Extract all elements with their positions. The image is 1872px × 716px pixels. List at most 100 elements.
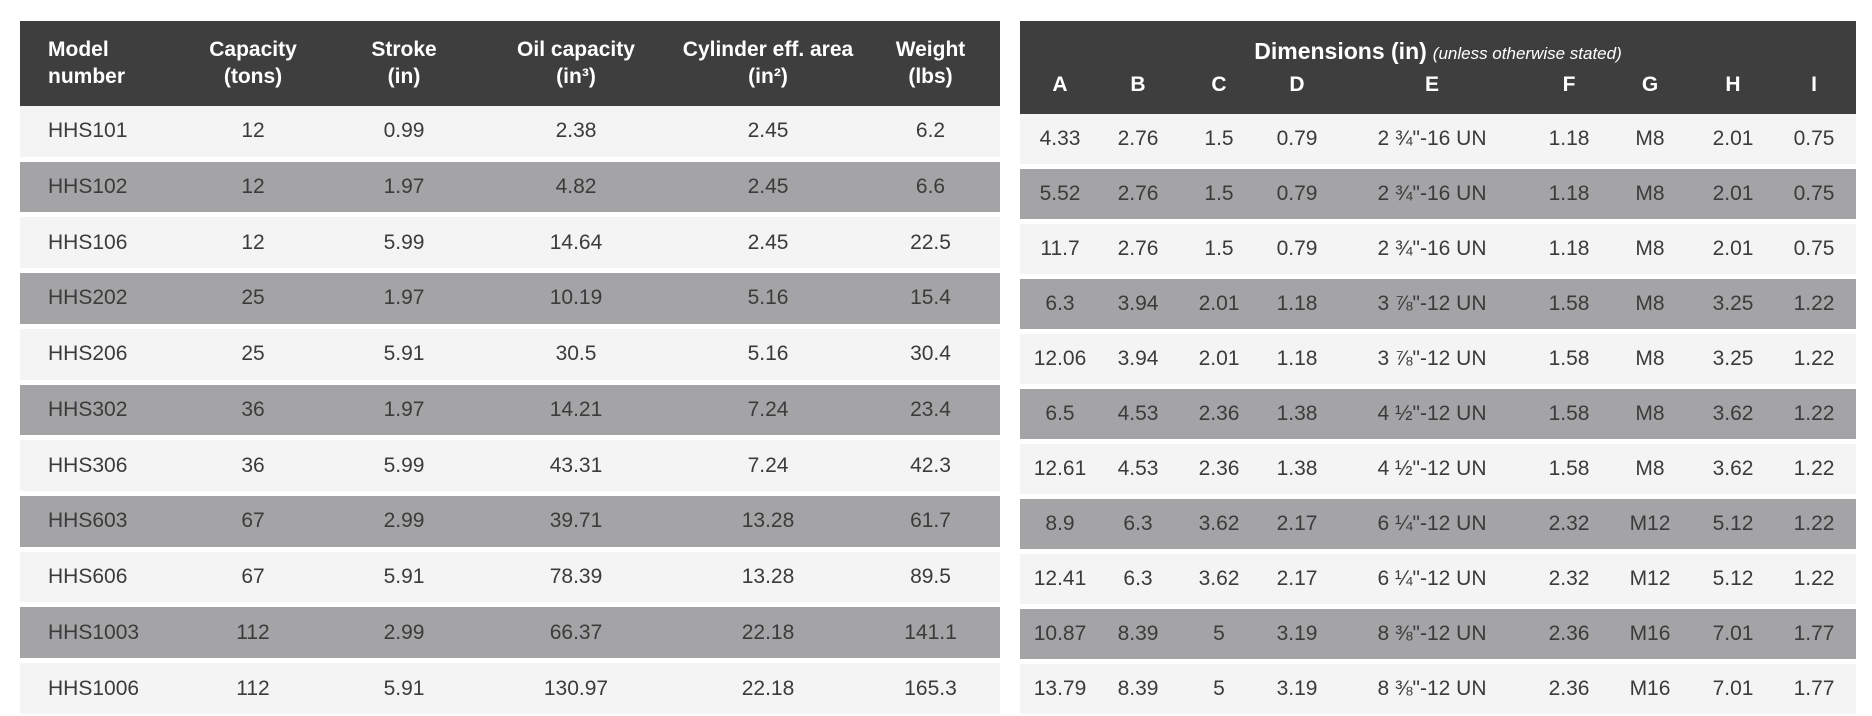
value-cell: 6 ¼"-12 UN — [1332, 496, 1532, 554]
column-header-oil-capacity: Oil capacity (in³) — [477, 21, 675, 106]
value-cell: 1.38 — [1262, 441, 1332, 499]
value-cell: M8 — [1606, 114, 1694, 169]
dimension-column-header-a: A — [1020, 67, 1100, 114]
value-cell: 6.2 — [861, 106, 1000, 162]
column-header-line2: (in²) — [748, 64, 788, 88]
value-cell: 4.53 — [1100, 386, 1176, 444]
value-cell: 165.3 — [861, 660, 1000, 716]
value-cell: 25 — [175, 270, 331, 329]
value-cell: 12.06 — [1020, 331, 1100, 389]
value-cell: 23.4 — [861, 382, 1000, 441]
value-cell: 5 — [1176, 661, 1262, 716]
column-header-line1: Cylinder eff. area — [682, 37, 854, 61]
value-cell: 8 ⅜"-12 UN — [1332, 606, 1532, 664]
value-cell: 112 — [175, 660, 331, 716]
value-cell: 3.62 — [1694, 441, 1772, 499]
value-cell: 22.18 — [675, 604, 861, 664]
value-cell: 4 ½"-12 UN — [1332, 386, 1532, 444]
column-header-line2: number — [48, 64, 126, 88]
value-cell: 5.91 — [331, 549, 477, 608]
value-cell: 7.01 — [1694, 606, 1772, 664]
value-cell: 25 — [175, 326, 331, 385]
value-cell: 2 ¾"-16 UN — [1332, 221, 1532, 279]
dimensions-title-cell: Dimensions (in) (unless otherwise stated) — [1020, 21, 1857, 67]
value-cell: 13.79 — [1020, 661, 1100, 716]
table-row: HHS306 36 5.99 43.31 7.24 42.3 — [20, 437, 1000, 496]
value-cell: 2.99 — [331, 493, 477, 552]
model-number-cell: HHS101 — [20, 106, 175, 162]
value-cell: 2 ¾"-16 UN — [1332, 166, 1532, 224]
value-cell: 12 — [175, 214, 331, 274]
dimension-column-header-h: H — [1694, 67, 1772, 114]
value-cell: 2.76 — [1100, 221, 1176, 279]
value-cell: 3.25 — [1694, 331, 1772, 389]
value-cell: 13.28 — [675, 549, 861, 608]
column-header-capacity: Capacity (tons) — [175, 21, 331, 106]
value-cell: 0.75 — [1772, 166, 1857, 224]
value-cell: 4.53 — [1100, 441, 1176, 499]
value-cell: 2.01 — [1694, 221, 1772, 279]
value-cell: M8 — [1606, 441, 1694, 499]
model-number-cell: HHS603 — [20, 493, 175, 552]
value-cell: 5 — [1176, 606, 1262, 664]
value-cell: 1.97 — [331, 382, 477, 441]
dimensions-header: Dimensions (in) (unless otherwise stated)… — [1020, 21, 1857, 114]
value-cell: 30.5 — [477, 326, 675, 385]
value-cell: 5.91 — [331, 326, 477, 385]
value-cell: 3 ⅞"-12 UN — [1332, 331, 1532, 389]
model-number-cell: HHS106 — [20, 214, 175, 274]
dimensions-subtitle: (unless otherwise stated) — [1432, 44, 1622, 63]
value-cell: 22.5 — [861, 214, 1000, 274]
value-cell: 141.1 — [861, 604, 1000, 664]
table-row: 6.5 4.53 2.36 1.38 4 ½"-12 UN 1.58 M8 3.62 1.22 — [1020, 386, 1857, 444]
model-number-cell: HHS1003 — [20, 604, 175, 664]
table-row: 5.52 2.76 1.5 0.79 2 ¾"-16 UN 1.18 M8 2.01 0.75 — [1020, 166, 1857, 224]
value-cell: 5.12 — [1694, 496, 1772, 554]
value-cell: 2.36 — [1532, 606, 1606, 664]
value-cell: 1.18 — [1532, 221, 1606, 279]
column-header-weight: Weight (lbs) — [861, 21, 1000, 106]
value-cell: 0.79 — [1262, 221, 1332, 279]
value-cell: 2.36 — [1532, 661, 1606, 716]
value-cell: 2.36 — [1176, 441, 1262, 499]
value-cell: 5.12 — [1694, 551, 1772, 609]
table-row: HHS102 12 1.97 4.82 2.45 6.6 — [20, 159, 1000, 218]
dimensions-title-row: Dimensions (in) (unless otherwise stated) — [1020, 21, 1857, 67]
value-cell: 2.45 — [675, 214, 861, 274]
value-cell: 6.6 — [861, 159, 1000, 218]
value-cell: 1.77 — [1772, 606, 1857, 664]
table-row: 11.7 2.76 1.5 0.79 2 ¾"-16 UN 1.18 M8 2.01 0.75 — [1020, 221, 1857, 279]
value-cell: 1.22 — [1772, 331, 1857, 389]
value-cell: 1.97 — [331, 159, 477, 218]
model-specs-header-row: Model number Capacity (tons) Stroke (in) Oil c… — [20, 21, 1000, 106]
value-cell: 12.61 — [1020, 441, 1100, 499]
table-row: HHS202 25 1.97 10.19 5.16 15.4 — [20, 270, 1000, 329]
value-cell: 1.22 — [1772, 551, 1857, 609]
table-row: HHS1003 112 2.99 66.37 22.18 141.1 — [20, 604, 1000, 664]
value-cell: 1.5 — [1176, 166, 1262, 224]
value-cell: 10.19 — [477, 270, 675, 329]
table-row: HHS603 67 2.99 39.71 13.28 61.7 — [20, 493, 1000, 552]
dimension-column-header-d: D — [1262, 67, 1332, 114]
value-cell: 2.76 — [1100, 166, 1176, 224]
value-cell: 14.64 — [477, 214, 675, 274]
value-cell: 3.94 — [1100, 276, 1176, 334]
value-cell: 8.39 — [1100, 661, 1176, 716]
value-cell: 1.18 — [1532, 166, 1606, 224]
value-cell: M8 — [1606, 276, 1694, 334]
dimensions-body: 4.33 2.76 1.5 0.79 2 ¾"-16 UN 1.18 M8 2.01 0.75 5… — [1020, 114, 1857, 716]
column-header-line1: Model — [48, 37, 109, 61]
value-cell: 3.62 — [1176, 496, 1262, 554]
value-cell: 2.17 — [1262, 496, 1332, 554]
value-cell: 2 ¾"-16 UN — [1332, 114, 1532, 169]
value-cell: 1.22 — [1772, 386, 1857, 444]
value-cell: 130.97 — [477, 660, 675, 716]
table-row: HHS106 12 5.99 14.64 2.45 22.5 — [20, 214, 1000, 274]
value-cell: 3.19 — [1262, 606, 1332, 664]
value-cell: 5.91 — [331, 660, 477, 716]
model-number-cell: HHS102 — [20, 159, 175, 218]
table-row: HHS206 25 5.91 30.5 5.16 30.4 — [20, 326, 1000, 385]
value-cell: 36 — [175, 382, 331, 441]
